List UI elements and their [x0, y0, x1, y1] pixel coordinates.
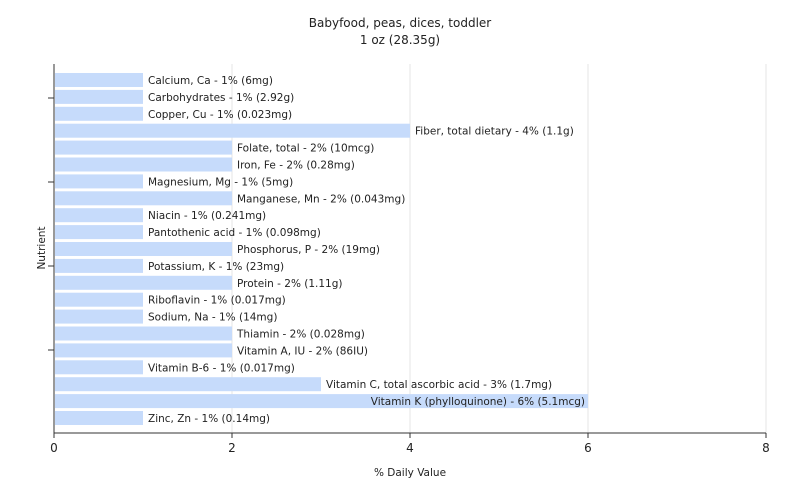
- bar-label-6: Magnesium, Mg - 1% (5mg): [148, 176, 293, 188]
- x-tick-label-3: 6: [584, 441, 592, 455]
- bar-8: [55, 208, 143, 223]
- x-axis-ticks: 0 2 4 6 8: [50, 433, 770, 455]
- bar-label-0: Calcium, Ca - 1% (6mg): [148, 75, 273, 87]
- bar-10: [55, 242, 232, 256]
- bar-12: [55, 275, 232, 290]
- bar-6: [55, 174, 143, 189]
- x-axis-label: % Daily Value: [374, 467, 446, 479]
- bar-5: [55, 157, 232, 172]
- bar-label-9: Pantothenic acid - 1% (0.098mg): [148, 227, 321, 239]
- y-axis-ticks: [48, 97, 54, 351]
- bar-label-5: Iron, Fe - 2% (0.28mg): [237, 160, 355, 172]
- bar-label-1: Carbohydrates - 1% (2.92g): [148, 92, 294, 104]
- bar-label-2: Copper, Cu - 1% (0.023mg): [148, 109, 292, 121]
- bar-label-13: Riboflavin - 1% (0.017mg): [148, 295, 286, 307]
- bar-13: [55, 292, 143, 307]
- bar-label-11: Potassium, K - 1% (23mg): [148, 261, 284, 273]
- bar-7: [55, 191, 232, 206]
- x-tick-label-4: 8: [762, 441, 770, 455]
- bar-15: [55, 326, 232, 341]
- bar-4: [55, 140, 232, 155]
- bar-9: [55, 225, 143, 240]
- bar-label-14: Sodium, Na - 1% (14mg): [148, 312, 277, 324]
- bar-2: [55, 106, 143, 121]
- bar-label-15: Thiamin - 2% (0.028mg): [236, 329, 365, 341]
- bar-19: [55, 394, 588, 409]
- bar-label-20: Zinc, Zn - 1% (0.14mg): [148, 413, 270, 425]
- bar-3: [55, 123, 410, 138]
- bar-18: [55, 377, 321, 392]
- bar-16: [55, 343, 232, 358]
- bar-label-16: Vitamin A, IU - 2% (86IU): [237, 345, 368, 357]
- y-axis-label: Nutrient: [36, 226, 48, 269]
- bar-label-7: Manganese, Mn - 2% (0.043mg): [237, 193, 405, 205]
- bar-label-17: Vitamin B-6 - 1% (0.017mg): [148, 362, 295, 374]
- chart-subtitle: 1 oz (28.35g): [360, 33, 440, 47]
- bars-group: [55, 73, 588, 425]
- bar-17: [55, 360, 143, 375]
- x-tick-label-2: 4: [406, 441, 414, 455]
- bar-0: [55, 73, 143, 87]
- bar-14: [55, 309, 143, 324]
- x-tick-label-1: 2: [228, 441, 236, 455]
- bar-label-8: Niacin - 1% (0.241mg): [148, 210, 266, 222]
- bar-1: [55, 89, 143, 104]
- bar-label-19: Vitamin K (phylloquinone) - 6% (5.1mcg): [371, 396, 585, 408]
- bar-label-4: Folate, total - 2% (10mcg): [237, 143, 374, 155]
- x-tick-label-0: 0: [50, 441, 58, 455]
- bar-20: [55, 411, 143, 425]
- bar-label-12: Protein - 2% (1.11g): [237, 278, 343, 290]
- bar-label-10: Phosphorus, P - 2% (19mg): [237, 244, 380, 256]
- bar-label-18: Vitamin C, total ascorbic acid - 3% (1.7…: [326, 379, 552, 391]
- bar-label-3: Fiber, total dietary - 4% (1.1g): [415, 126, 574, 138]
- bar-11: [55, 258, 143, 273]
- bar-labels-group: Calcium, Ca - 1% (6mg) Carbohydrates - 1%…: [148, 75, 585, 425]
- chart-title: Babyfood, peas, dices, toddler: [309, 16, 492, 30]
